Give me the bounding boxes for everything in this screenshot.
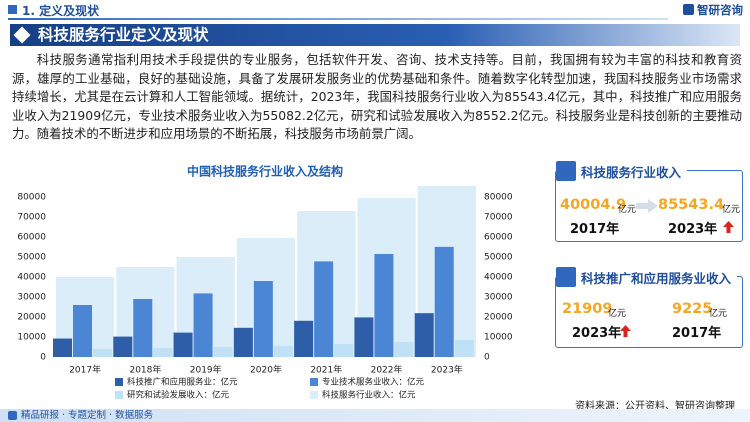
x-tick-label: 2021年 xyxy=(310,364,342,376)
footer-icon xyxy=(8,411,17,420)
x-tick-label: 2018年 xyxy=(129,364,161,376)
card-title-box: 科技服务行业收入 xyxy=(556,161,688,181)
card-icon xyxy=(556,161,576,181)
bar xyxy=(133,299,153,357)
bar xyxy=(173,332,193,357)
banner xyxy=(10,24,740,46)
banner-title: 科技服务行业定义及现状 xyxy=(38,26,209,44)
up-arrow xyxy=(723,221,734,233)
bar xyxy=(233,327,253,357)
bar xyxy=(93,349,112,357)
bar xyxy=(394,342,414,357)
card-unit: 亿元 xyxy=(709,309,728,319)
bar xyxy=(53,338,72,357)
bar xyxy=(414,313,434,357)
legend-label: 科技推广和应用服务业：亿元 xyxy=(127,377,238,388)
source: 资料来源：公开资料、智研咨询整理 xyxy=(575,401,735,412)
card-value: 21909 xyxy=(562,301,613,317)
y-tick-label: 30000 xyxy=(17,293,46,303)
logo-icon xyxy=(683,4,694,15)
bar xyxy=(213,347,233,357)
x-tick-label: 2022年 xyxy=(371,364,403,376)
bar xyxy=(253,281,273,357)
y-tick-label: 40000 xyxy=(17,273,46,283)
x-tick-label: 2019年 xyxy=(190,364,222,376)
y2-tick-label: 20000 xyxy=(484,313,513,323)
card-year: 2017年 xyxy=(672,326,722,341)
y-tick-label: 70000 xyxy=(17,213,46,223)
y2-tick-label: 80000 xyxy=(484,193,513,203)
card-year: 2017年 xyxy=(570,222,620,237)
card-year: 2023年 xyxy=(572,326,622,341)
bar xyxy=(294,320,314,357)
logo: 智研咨询 xyxy=(697,3,743,17)
header-line xyxy=(8,18,668,20)
legend-swatch xyxy=(310,391,318,399)
bar xyxy=(273,345,293,357)
y-tick-label: 50000 xyxy=(17,253,46,263)
card-value: 9225 xyxy=(672,301,713,317)
card-icon xyxy=(556,267,576,287)
card: 科技推广和应用服务业收入 21909 亿元 9225 亿元 2023年 2017… xyxy=(555,267,743,348)
bar xyxy=(454,339,474,357)
y2-tick-label: 30000 xyxy=(484,293,513,303)
paragraph: 科技服务通常指利用技术手段提供的专业服务，包括软件开发、咨询、技术支持等。目前，… xyxy=(12,52,742,142)
y2-tick-label: 0 xyxy=(484,353,490,363)
legend-label: 科技服务行业收入：亿元 xyxy=(322,390,416,401)
card-unit: 亿元 xyxy=(618,205,637,215)
section-title: 1. 定义及现状 xyxy=(22,4,100,18)
legend-label: 专业技术服务业收入：亿元 xyxy=(322,377,425,388)
card-title-box: 科技推广和应用服务业收入 xyxy=(556,267,738,287)
y-tick-label: 0 xyxy=(40,353,46,363)
x-tick-label: 2017年 xyxy=(69,364,101,376)
chart: 中国科技服务行业收入及结构 0 10000 20000 30000 40000 50000… xyxy=(17,164,513,401)
y2-tick-label: 60000 xyxy=(484,233,513,243)
y-tick-label: 60000 xyxy=(17,233,46,243)
y-tick-label: 20000 xyxy=(17,313,46,323)
card-value: 85543.4 xyxy=(658,197,725,213)
y-tick-label: 80000 xyxy=(17,193,46,203)
bar xyxy=(434,246,454,357)
bar xyxy=(354,317,374,357)
bar xyxy=(153,348,173,357)
section-marker xyxy=(8,5,17,14)
legend-label: 研究和试验发展收入：亿元 xyxy=(127,390,230,401)
y2-tick-label: 40000 xyxy=(484,273,513,283)
bar xyxy=(374,254,394,357)
legend-swatch xyxy=(115,391,123,399)
x-tick-label: 2020年 xyxy=(250,364,282,376)
y-tick-label: 10000 xyxy=(17,333,46,343)
card-title: 科技服务行业收入 xyxy=(581,164,682,180)
card: 科技服务行业收入 40004.9 亿元 85543.4 亿元 2017年 202… xyxy=(555,161,743,242)
card-title: 科技推广和应用服务业收入 xyxy=(581,270,732,286)
card-value: 40004.9 xyxy=(560,197,627,213)
legend-swatch xyxy=(115,378,123,386)
bar xyxy=(193,293,213,357)
card-unit: 亿元 xyxy=(722,205,741,215)
arrow xyxy=(636,199,658,213)
card-year: 2023年 xyxy=(668,222,718,237)
footer-bar xyxy=(0,409,750,422)
chart-title: 中国科技服务行业收入及结构 xyxy=(187,164,343,179)
footer-services: 精品研报 · 专题定制 · 数据服务 xyxy=(21,410,154,421)
card-unit: 亿元 xyxy=(608,309,627,319)
up-arrow xyxy=(620,325,631,337)
y2-tick-label: 50000 xyxy=(484,253,513,263)
y2-tick-label: 10000 xyxy=(484,333,513,343)
legend-swatch xyxy=(310,378,318,386)
bar xyxy=(334,344,354,357)
y2-tick-label: 70000 xyxy=(484,213,513,223)
bar xyxy=(73,305,92,357)
bar xyxy=(113,336,133,357)
bar xyxy=(314,261,334,357)
x-tick-label: 2023年 xyxy=(431,364,463,376)
